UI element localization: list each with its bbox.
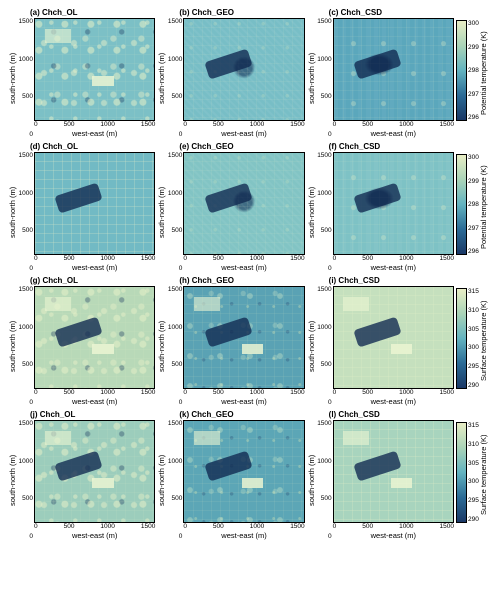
subplot-1-1: (e) Chch_GEOsouth-north (m)0500100015000…: [157, 142, 304, 272]
heatmap-canvas: [183, 18, 304, 121]
heatmap-canvas: [333, 286, 454, 389]
y-axis-label: south-north (m): [307, 420, 316, 540]
subplot-0-2: (c) Chch_CSDsouth-north (m)0500100015000…: [307, 8, 454, 138]
y-ticks: 050010001500: [316, 420, 333, 540]
x-axis-label: west-east (m): [183, 397, 304, 406]
y-axis-label: south-north (m): [8, 420, 17, 540]
heatmap-canvas: [333, 420, 454, 523]
subplot-1-0: (d) Chch_OLsouth-north (m)05001000150005…: [8, 142, 155, 272]
x-axis-label: west-east (m): [183, 531, 304, 540]
y-ticks: 050010001500: [17, 18, 34, 138]
x-ticks: 050010001500: [333, 523, 454, 531]
y-axis-label: south-north (m): [157, 152, 166, 272]
y-axis-label: south-north (m): [157, 420, 166, 540]
colorbar-label: Potential temperature (K): [479, 142, 488, 272]
x-axis-label: west-east (m): [34, 531, 155, 540]
colorbar: 290295300305310315Surface temperature (K…: [456, 410, 492, 540]
subplot-0-1: (b) Chch_GEOsouth-north (m)0500100015000…: [157, 8, 304, 138]
heatmap-canvas: [333, 18, 454, 121]
colorbar: 290295300305310315Surface temperature (K…: [456, 276, 492, 406]
subplot-title: (f) Chch_CSD: [307, 142, 454, 151]
y-axis-label: south-north (m): [157, 18, 166, 138]
x-ticks: 050010001500: [183, 255, 304, 263]
heatmap-canvas: [34, 420, 155, 523]
y-axis-label: south-north (m): [307, 18, 316, 138]
subplot-3-1: (k) Chch_GEOsouth-north (m)0500100015000…: [157, 410, 304, 540]
heatmap-canvas: [34, 286, 155, 389]
subplot-title: (k) Chch_GEO: [157, 410, 304, 419]
x-axis-label: west-east (m): [183, 129, 304, 138]
subplot-title: (i) Chch_CSD: [307, 276, 454, 285]
subplot-2-1: (h) Chch_GEOsouth-north (m)0500100015000…: [157, 276, 304, 406]
x-ticks: 050010001500: [333, 389, 454, 397]
colorbar-ticks: 290295300305310315: [467, 422, 479, 523]
y-axis-label: south-north (m): [307, 152, 316, 272]
x-axis-label: west-east (m): [333, 397, 454, 406]
x-ticks: 050010001500: [34, 523, 155, 531]
x-axis-label: west-east (m): [333, 531, 454, 540]
y-ticks: 050010001500: [316, 286, 333, 406]
figure-grid: (a) Chch_OLsouth-north (m)05001000150005…: [8, 8, 492, 540]
subplot-3-0: (j) Chch_OLsouth-north (m)05001000150005…: [8, 410, 155, 540]
x-ticks: 050010001500: [34, 389, 155, 397]
y-ticks: 050010001500: [17, 152, 34, 272]
colorbar-label: Potential temperature (K): [479, 8, 488, 138]
heatmap-canvas: [34, 152, 155, 255]
subplot-title: (h) Chch_GEO: [157, 276, 304, 285]
x-axis-label: west-east (m): [333, 263, 454, 272]
x-axis-label: west-east (m): [34, 397, 155, 406]
y-ticks: 050010001500: [166, 152, 183, 272]
subplot-title: (c) Chch_CSD: [307, 8, 454, 17]
heatmap-canvas: [333, 152, 454, 255]
subplot-2-0: (g) Chch_OLsouth-north (m)05001000150005…: [8, 276, 155, 406]
y-axis-label: south-north (m): [8, 152, 17, 272]
y-ticks: 050010001500: [17, 286, 34, 406]
x-axis-label: west-east (m): [183, 263, 304, 272]
y-axis-label: south-north (m): [157, 286, 166, 406]
subplot-3-2: (l) Chch_CSDsouth-north (m)0500100015000…: [307, 410, 454, 540]
x-ticks: 050010001500: [183, 121, 304, 129]
colorbar: 296297298299300Potential temperature (K): [456, 142, 492, 272]
subplot-0-0: (a) Chch_OLsouth-north (m)05001000150005…: [8, 8, 155, 138]
x-ticks: 050010001500: [333, 255, 454, 263]
subplot-title: (a) Chch_OL: [8, 8, 155, 17]
colorbar-label: Surface temperature (K): [479, 276, 488, 406]
y-ticks: 050010001500: [17, 420, 34, 540]
heatmap-canvas: [183, 286, 304, 389]
subplot-title: (d) Chch_OL: [8, 142, 155, 151]
subplot-title: (b) Chch_GEO: [157, 8, 304, 17]
x-ticks: 050010001500: [183, 389, 304, 397]
heatmap-canvas: [183, 152, 304, 255]
x-axis-label: west-east (m): [34, 263, 155, 272]
heatmap-canvas: [183, 420, 304, 523]
y-axis-label: south-north (m): [8, 18, 17, 138]
y-axis-label: south-north (m): [8, 286, 17, 406]
x-ticks: 050010001500: [333, 121, 454, 129]
x-axis-label: west-east (m): [34, 129, 155, 138]
heatmap-canvas: [34, 18, 155, 121]
subplot-title: (g) Chch_OL: [8, 276, 155, 285]
subplot-1-2: (f) Chch_CSDsouth-north (m)0500100015000…: [307, 142, 454, 272]
y-axis-label: south-north (m): [307, 286, 316, 406]
x-ticks: 050010001500: [34, 121, 155, 129]
y-ticks: 050010001500: [166, 18, 183, 138]
y-ticks: 050010001500: [316, 18, 333, 138]
colorbar-ticks: 296297298299300: [467, 154, 479, 255]
colorbar-ticks: 290295300305310315: [467, 288, 479, 389]
colorbar-ticks: 296297298299300: [467, 20, 479, 121]
subplot-2-2: (i) Chch_CSDsouth-north (m)0500100015000…: [307, 276, 454, 406]
y-ticks: 050010001500: [316, 152, 333, 272]
x-ticks: 050010001500: [183, 523, 304, 531]
subplot-title: (l) Chch_CSD: [307, 410, 454, 419]
y-ticks: 050010001500: [166, 286, 183, 406]
y-ticks: 050010001500: [166, 420, 183, 540]
colorbar-label: Surface temperature (K): [479, 410, 488, 540]
colorbar: 296297298299300Potential temperature (K): [456, 8, 492, 138]
subplot-title: (e) Chch_GEO: [157, 142, 304, 151]
x-ticks: 050010001500: [34, 255, 155, 263]
x-axis-label: west-east (m): [333, 129, 454, 138]
subplot-title: (j) Chch_OL: [8, 410, 155, 419]
